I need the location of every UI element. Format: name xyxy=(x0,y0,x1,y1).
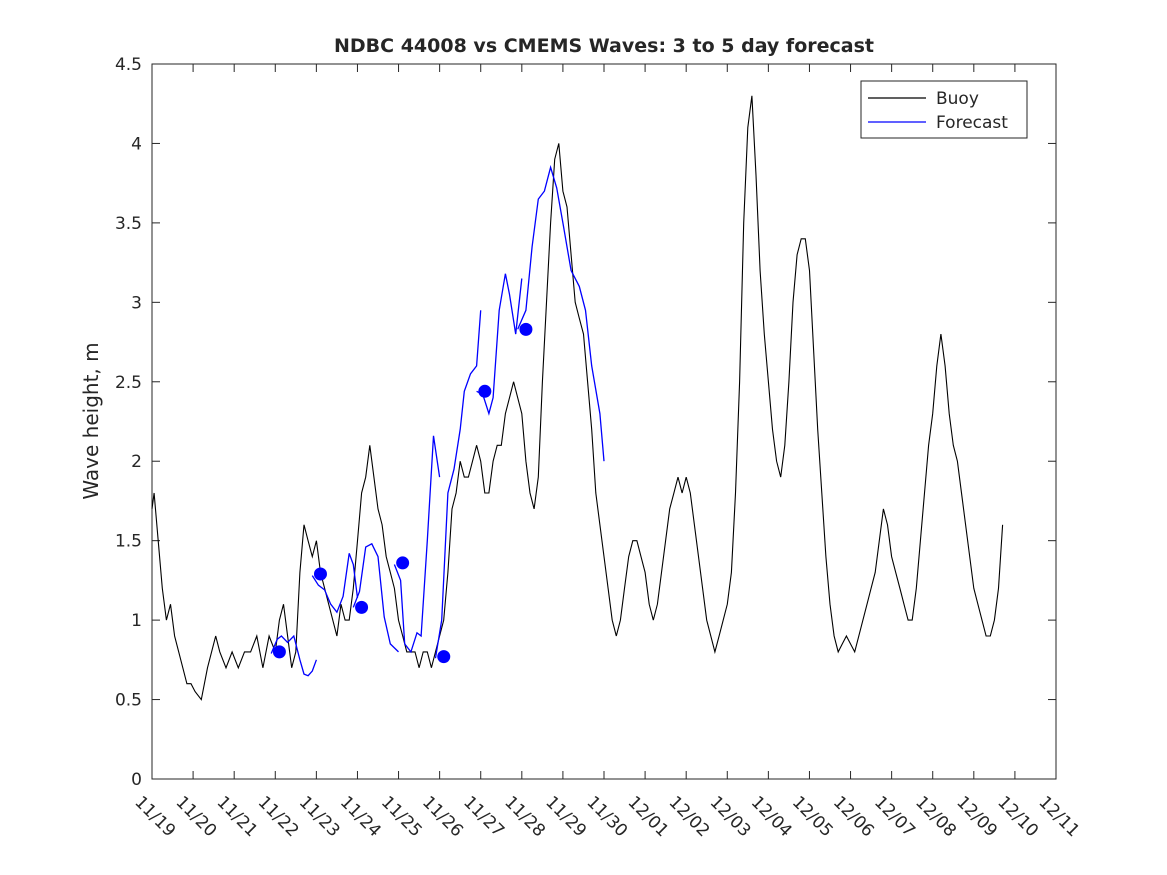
legend-box xyxy=(860,80,1028,139)
forecast-marker xyxy=(437,650,451,664)
legend-label-buoy: Buoy xyxy=(936,89,979,109)
series-layer xyxy=(151,95,1004,701)
y-tick-label: 4 xyxy=(131,134,142,154)
forecast-marker xyxy=(478,384,492,398)
forecast-line-segment xyxy=(311,553,359,614)
buoy-line xyxy=(151,95,1004,701)
forecast-marker xyxy=(396,556,410,570)
y-tick-label: 3.5 xyxy=(115,214,142,234)
forecast-line-segment xyxy=(352,542,399,653)
y-tick-label: 0 xyxy=(131,770,142,790)
chart-title: NDBC 44008 vs CMEMS Waves: 3 to 5 day fo… xyxy=(334,35,874,57)
legend: Buoy Forecast xyxy=(860,80,1028,139)
y-tick-label: 4.5 xyxy=(115,55,142,75)
forecast-marker xyxy=(519,322,533,336)
forecast-line-segment xyxy=(476,273,523,416)
y-tick-label: 2 xyxy=(131,452,142,472)
y-tick-label: 1 xyxy=(131,611,142,631)
y-tick-label: 1.5 xyxy=(115,532,142,552)
forecast-line-segment xyxy=(393,435,441,654)
forecast-line-segment xyxy=(434,310,482,659)
y-axis-label: Wave height, m xyxy=(79,342,103,499)
forecast-marker xyxy=(355,600,369,614)
forecast-line-segment xyxy=(270,634,318,677)
legend-label-forecast: Forecast xyxy=(936,113,1008,133)
y-tick-label: 3 xyxy=(131,293,142,313)
forecast-marker xyxy=(272,645,286,659)
plot-area xyxy=(151,63,1057,780)
y-tick-label: 0.5 xyxy=(115,691,142,711)
y-tick-label: 2.5 xyxy=(115,373,142,393)
forecast-line-segment xyxy=(517,164,605,462)
forecast-marker xyxy=(313,567,327,581)
